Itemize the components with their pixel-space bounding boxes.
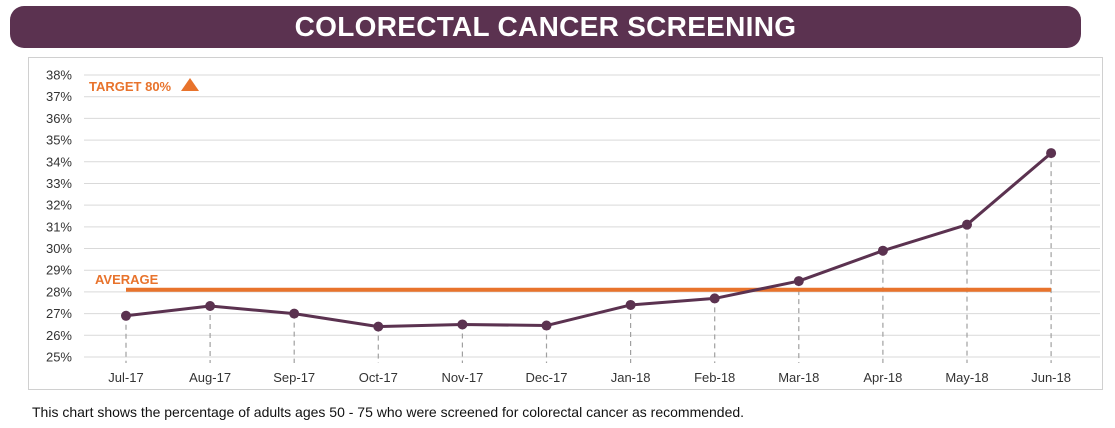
line-chart: 25% 26% 27% 28% 29% 30% 31% 32% 33% 34% 35% 36% 37% 3… [46, 68, 1100, 385]
y-tick-label: 27% [46, 306, 72, 321]
series-line [125, 151, 1053, 329]
chart-frame [28, 57, 1103, 390]
x-tick-label: Nov-17 [441, 370, 483, 385]
y-tick-label: 30% [46, 241, 72, 256]
y-tick-label: 36% [46, 111, 72, 126]
y-tick-label: 33% [46, 176, 72, 191]
y-tick-label: 32% [46, 198, 72, 213]
x-tick-label: Mar-18 [778, 370, 819, 385]
x-tick-label: Jun-18 [1031, 370, 1071, 385]
x-tick-label: Aug-17 [189, 370, 231, 385]
x-tick-label: Apr-18 [863, 370, 902, 385]
data-point [121, 310, 131, 321]
data-point [1046, 148, 1057, 159]
data-point [289, 308, 300, 319]
target-up-triangle-icon [181, 78, 199, 91]
chart-title: COLORECTAL CANCER SCREENING [294, 11, 797, 42]
y-tick-label: 29% [46, 263, 72, 278]
y-tick-label: 28% [46, 284, 72, 299]
data-point [793, 276, 804, 287]
y-tick-label: 25% [46, 350, 72, 365]
data-point [205, 301, 216, 312]
x-tick-label: Jul-17 [108, 370, 143, 385]
x-tick-label: Sep-17 [273, 370, 315, 385]
data-point [373, 321, 384, 332]
data-point [962, 219, 972, 230]
x-tick-label: Oct-17 [359, 370, 398, 385]
x-tick-label: May-18 [945, 370, 988, 385]
data-point [541, 320, 552, 331]
y-tick-label: 31% [46, 219, 72, 234]
title-bar: COLORECTAL CANCER SCREENING [10, 6, 1081, 48]
y-tick-label: 26% [46, 328, 72, 343]
target-label: TARGET 80% [89, 79, 172, 94]
data-point [709, 293, 720, 304]
data-point [457, 319, 468, 330]
x-tick-label: Dec-17 [526, 370, 568, 385]
y-tick-label: 38% [46, 68, 72, 83]
x-tick-label: Feb-18 [694, 370, 735, 385]
y-tick-label: 35% [46, 133, 72, 148]
chart-caption: This chart shows the percentage of adult… [32, 404, 745, 420]
data-point [625, 299, 636, 310]
y-tick-label: 37% [46, 89, 72, 104]
average-label: AVERAGE [95, 272, 159, 287]
y-tick-label: 34% [46, 154, 72, 169]
data-point [877, 245, 888, 256]
x-tick-label: Jan-18 [611, 370, 651, 385]
